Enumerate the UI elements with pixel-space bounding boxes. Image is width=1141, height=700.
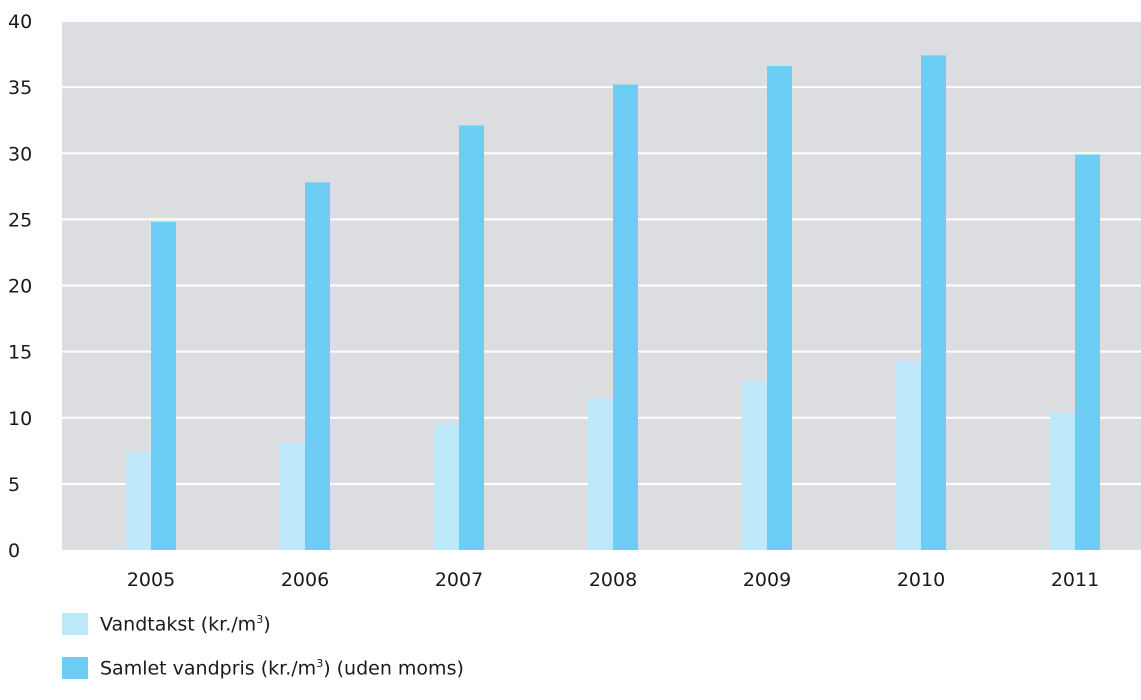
y-tick-label: 30 — [8, 143, 32, 165]
bar-vandtakst — [742, 380, 767, 550]
bar-samlet-vandpris — [613, 84, 638, 550]
y-tick-label: 20 — [8, 276, 32, 298]
bar-samlet-vandpris — [305, 182, 330, 550]
y-tick-label: 25 — [8, 209, 32, 231]
legend: Vandtakst (kr./m3) Samlet vandpris (kr./… — [62, 612, 464, 700]
bar-vandtakst — [280, 442, 305, 550]
x-tick-label: 2009 — [743, 569, 791, 591]
y-tick-label: 5 — [8, 474, 20, 496]
legend-item-vandtakst: Vandtakst (kr./m3) — [62, 612, 464, 636]
legend-label-vandtakst: Vandtakst (kr./m3) — [100, 612, 271, 636]
bar-samlet-vandpris — [767, 65, 792, 550]
y-tick-label: 10 — [8, 408, 32, 430]
bar-vandtakst — [1050, 412, 1075, 550]
bar-vandtakst — [588, 397, 613, 550]
y-tick-label: 15 — [8, 342, 32, 364]
bar-samlet-vandpris — [151, 222, 176, 550]
x-tick-label: 2005 — [127, 569, 175, 591]
x-tick-label: 2008 — [589, 569, 637, 591]
x-tick-label: 2011 — [1051, 569, 1099, 591]
legend-item-samlet-vandpris: Samlet vandpris (kr./m3) (uden moms) — [62, 656, 464, 680]
legend-swatch-samlet-vandpris — [62, 657, 88, 679]
x-tick-label: 2007 — [435, 569, 483, 591]
x-tick-label: 2006 — [281, 569, 329, 591]
bar-chart: 0 5 10 15 20 25 30 35 40 2005 2006 2007 2008 2009 2010… — [8, 11, 1141, 591]
bar-samlet-vandpris — [459, 125, 484, 550]
y-tick-label: 40 — [8, 11, 32, 33]
y-tick-label: 35 — [8, 77, 32, 99]
bar-samlet-vandpris — [1075, 154, 1100, 550]
x-tick-label: 2010 — [897, 569, 945, 591]
bar-vandtakst — [896, 360, 921, 550]
y-tick-label: 0 — [8, 540, 20, 562]
bar-vandtakst — [434, 424, 459, 550]
legend-label-samlet-vandpris: Samlet vandpris (kr./m3) (uden moms) — [100, 656, 464, 680]
bar-vandtakst — [126, 452, 151, 550]
legend-swatch-vandtakst — [62, 613, 88, 635]
bar-samlet-vandpris — [921, 55, 946, 550]
